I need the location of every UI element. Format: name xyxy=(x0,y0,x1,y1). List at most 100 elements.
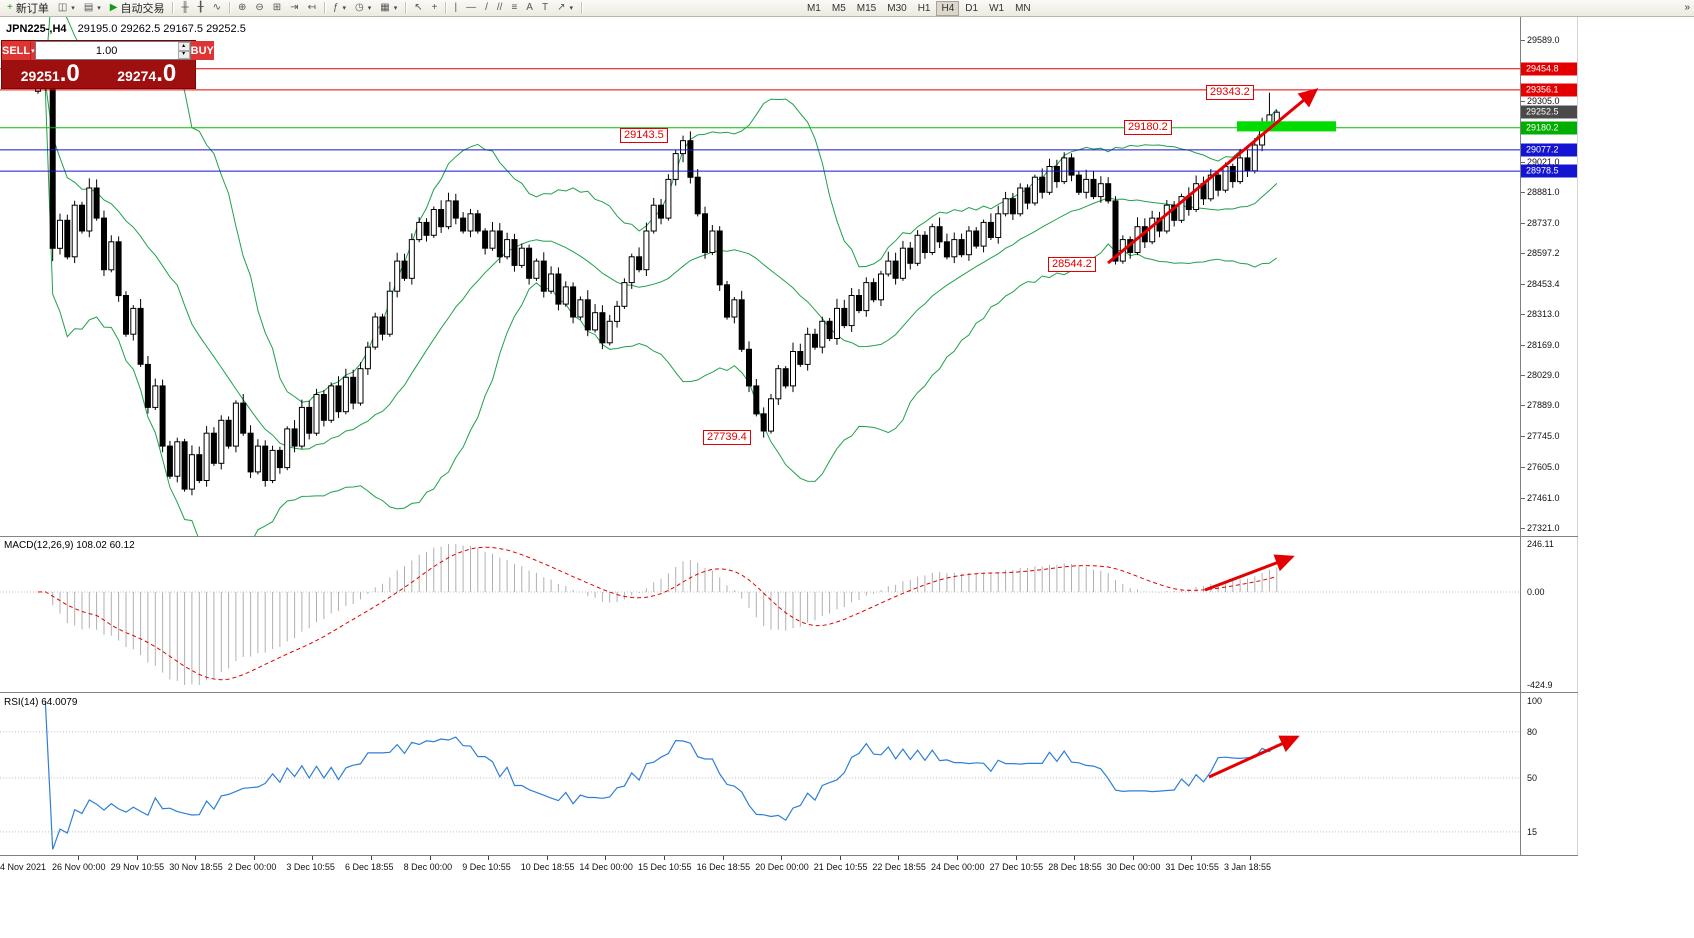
price-label-flag[interactable]: 28544.2 xyxy=(1048,257,1096,272)
price-label-flag[interactable]: 29143.5 xyxy=(620,128,668,144)
channel-button[interactable]: // xyxy=(493,1,507,16)
timeframe-d1-label: D1 xyxy=(965,2,979,14)
axis-tick xyxy=(1521,100,1525,102)
macd-axis-label: 246.11 xyxy=(1527,539,1554,549)
main-chart-canvas[interactable] xyxy=(0,17,1520,536)
timeframe-d1[interactable]: D1 xyxy=(960,1,983,16)
time-axis-label: 27 Dec 10:55 xyxy=(989,862,1044,872)
timeframe-w1[interactable]: W1 xyxy=(984,1,1009,16)
axis-tick xyxy=(371,856,372,860)
price-axis-tag-blue[interactable]: 29077.2 xyxy=(1521,143,1577,157)
trend-arrow[interactable] xyxy=(1107,88,1319,265)
toolbar-separator xyxy=(172,2,174,14)
time-axis-label: 2 Dec 00:00 xyxy=(227,862,277,872)
chevron-down-icon: ▾ xyxy=(71,5,75,12)
sell-button[interactable]: SELL xyxy=(2,41,31,60)
new-order-button[interactable]: + 新订单 xyxy=(3,1,53,16)
price-axis-tag-green[interactable]: 29180.2 xyxy=(1521,121,1577,135)
volume-input[interactable] xyxy=(35,42,178,59)
auto-scroll-button[interactable]: ⇥ xyxy=(286,1,302,16)
templates-button[interactable]: ▦ ▾ xyxy=(376,1,401,16)
cursor-button[interactable]: ↖ xyxy=(410,1,426,16)
periods-button[interactable]: ◷ ▾ xyxy=(351,1,375,16)
horizontal-line-button[interactable]: — xyxy=(462,1,480,16)
toolbar-overflow-button[interactable]: » xyxy=(1684,2,1690,13)
trend-arrow[interactable] xyxy=(1208,735,1300,779)
price-label-flag[interactable]: 27739.4 xyxy=(703,430,751,446)
auto-scroll-icon: ⇥ xyxy=(290,2,299,13)
price-axis-label: 28169.0 xyxy=(1527,340,1560,351)
sell-price[interactable]: 29251.0 xyxy=(2,60,99,88)
profiles-button[interactable]: ▤ ▾ xyxy=(80,1,105,16)
price-axis-label: 27321.0 xyxy=(1527,522,1560,533)
zoom-out-button[interactable]: ⊖ xyxy=(251,1,267,16)
price-axis-tag-current[interactable]: 29252.5 xyxy=(1521,105,1577,119)
timeframe-m1[interactable]: M1 xyxy=(802,1,826,16)
chart-shift-button[interactable]: ↤ xyxy=(304,1,320,16)
bar-chart-button[interactable]: ╫ xyxy=(177,1,192,16)
axis-tick xyxy=(722,856,724,860)
price-axis-tag-red[interactable]: 29454.8 xyxy=(1521,62,1577,76)
zoom-in-icon: ⊕ xyxy=(238,2,247,13)
panel-splitter[interactable] xyxy=(0,536,1578,537)
macd-axis-label: -424.9 xyxy=(1527,680,1553,690)
candlestick-chart-button[interactable]: ╂ xyxy=(194,1,208,16)
arrows-button[interactable]: ↗ ▾ xyxy=(553,1,577,16)
fibonacci-button[interactable]: ≡ xyxy=(507,1,521,16)
tile-windows-icon: ⊞ xyxy=(272,2,282,13)
price-axis-tag-blue[interactable]: 28978.5 xyxy=(1521,164,1577,178)
trend-arrow[interactable] xyxy=(1204,554,1295,592)
periods-icon: ◷ xyxy=(355,2,364,13)
timeframe-h4-label: H4 xyxy=(941,2,955,14)
vertical-line-button[interactable]: | xyxy=(450,1,461,16)
axis-tick xyxy=(1250,856,1251,860)
buy-price[interactable]: 29274.0 xyxy=(99,60,196,88)
timeframe-m30[interactable]: M30 xyxy=(882,1,911,16)
price-axis-tag-red[interactable]: 29356.1 xyxy=(1521,83,1577,97)
line-chart-icon: ∿ xyxy=(212,2,221,13)
chart-ohlc-header: JPN225-,H4 29195.0 29262.5 29167.5 29252… xyxy=(6,23,246,35)
axis-tick xyxy=(1521,527,1525,529)
tile-windows-button[interactable]: ⊞ xyxy=(269,1,285,16)
axis-tick xyxy=(136,856,138,860)
volume-up-button[interactable]: ▴ xyxy=(177,42,190,51)
open-chart-button[interactable]: ◫ ▾ xyxy=(54,1,79,16)
templates-icon: ▦ xyxy=(380,2,390,13)
autotrading-icon: ▶ xyxy=(109,2,118,13)
text-button[interactable]: A xyxy=(522,1,537,16)
price-label-flag[interactable]: 29343.2 xyxy=(1206,85,1254,101)
crosshair-button[interactable]: + xyxy=(428,1,442,16)
trendline-button[interactable]: / xyxy=(481,1,492,16)
rsi-canvas[interactable] xyxy=(0,693,1520,855)
axis-tick xyxy=(1521,162,1525,163)
timeframe-mn[interactable]: MN xyxy=(1010,1,1036,16)
macd-indicator-label: MACD(12,26,9) 108.02 60.12 xyxy=(4,540,135,551)
price-axis-label: 28029.0 xyxy=(1527,370,1560,381)
arrows-icon: ↗ xyxy=(557,2,566,13)
trendline-icon: / xyxy=(485,2,488,13)
price-axis-label: 28597.2 xyxy=(1527,248,1560,259)
buy-button[interactable]: BUY xyxy=(190,41,214,60)
zoom-in-button[interactable]: ⊕ xyxy=(234,1,250,16)
price-axis[interactable]: 29589.0 29454.8 29356.1 29305.0 29252.5 29180… xyxy=(1520,17,1578,855)
new-order-icon: + xyxy=(7,2,13,13)
panel-splitter[interactable] xyxy=(0,692,1578,693)
order-type-dropdown[interactable]: ▾ xyxy=(30,41,35,60)
axis-tick xyxy=(546,856,548,860)
time-axis[interactable]: 24 Nov 2021 26 Nov 00:00 29 Nov 10:55 30 No… xyxy=(0,855,1578,876)
timeframe-h4[interactable]: H4 xyxy=(936,0,960,16)
volume-down-button[interactable]: ▾ xyxy=(177,50,190,59)
indicators-button[interactable]: ƒ ▾ xyxy=(329,1,350,16)
line-chart-button[interactable]: ∿ xyxy=(209,1,225,16)
price-label-flag[interactable]: 29180.2 xyxy=(1124,120,1172,136)
axis-tick xyxy=(781,856,783,860)
timeframe-m5[interactable]: M5 xyxy=(827,1,851,16)
time-axis-label: 24 Dec 00:00 xyxy=(931,862,985,872)
axis-tick xyxy=(1521,497,1525,499)
macd-canvas[interactable] xyxy=(0,537,1520,692)
time-axis-label: 3 Dec 10:55 xyxy=(286,862,335,872)
timeframe-m15[interactable]: M15 xyxy=(852,1,881,16)
autotrading-button[interactable]: ▶ 自动交易 xyxy=(106,1,169,16)
timeframe-h1[interactable]: H1 xyxy=(913,1,936,16)
text-label-button[interactable]: T xyxy=(538,1,552,16)
